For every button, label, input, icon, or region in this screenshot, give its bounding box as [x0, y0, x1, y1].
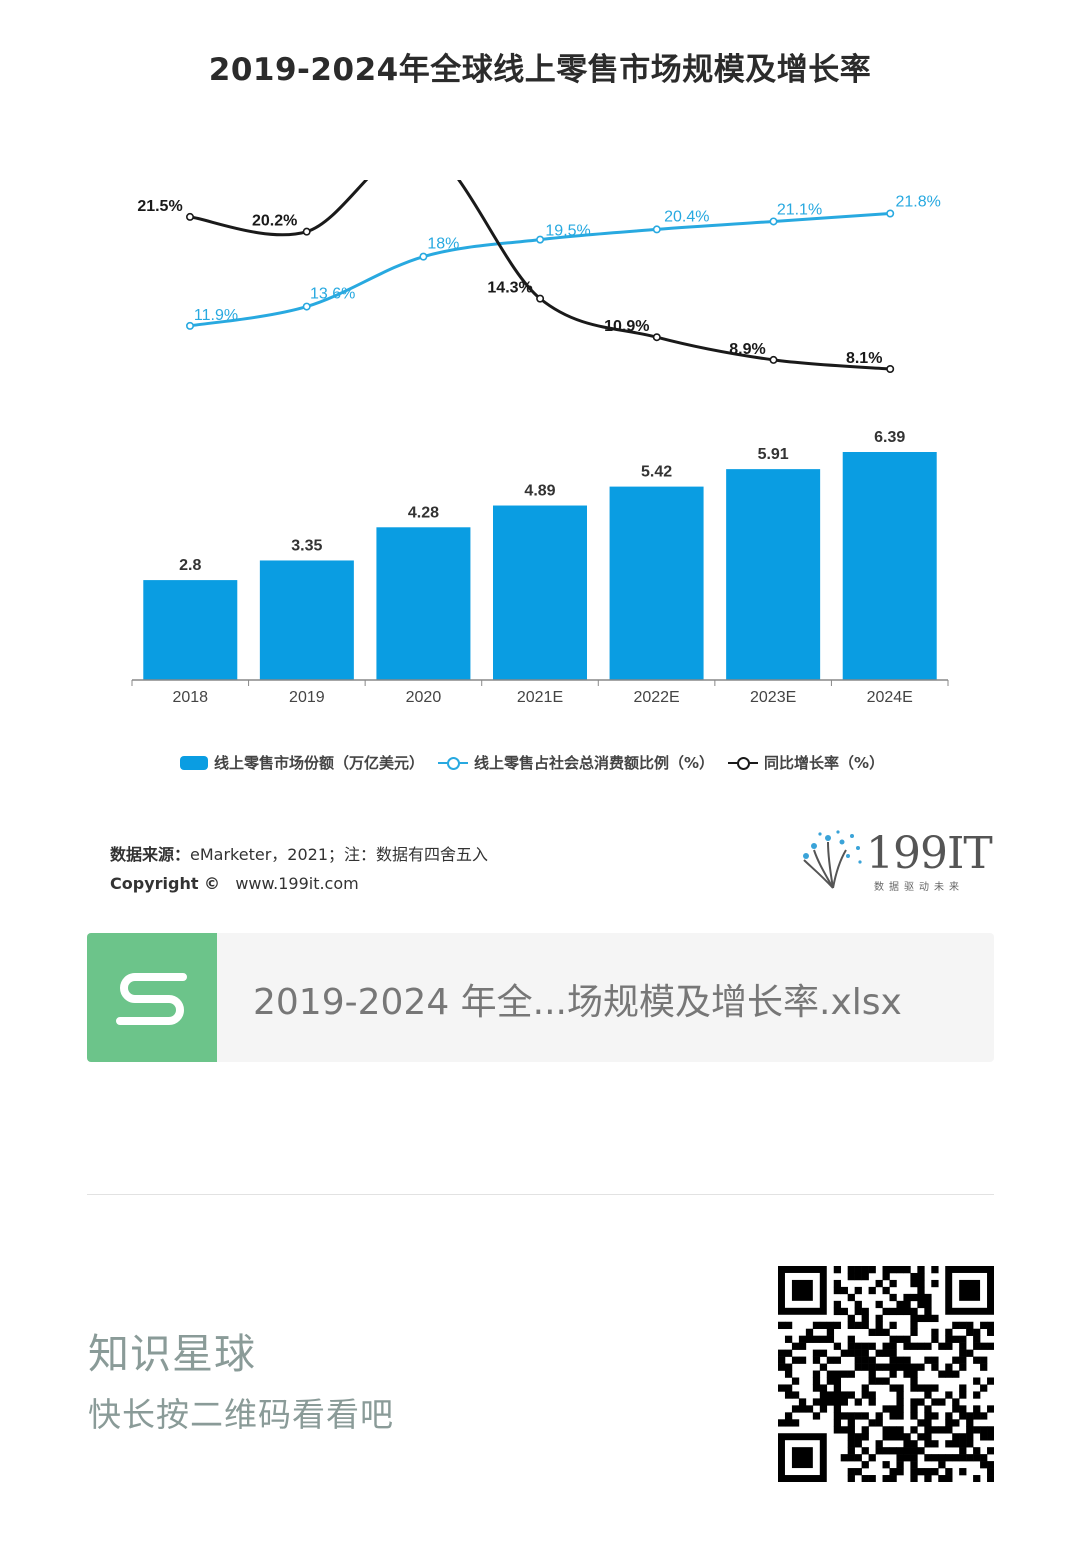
share-point-2021E	[536, 235, 545, 244]
logo-text: 199IT	[866, 828, 993, 879]
source-note: 数据来源：eMarketer，2021；注：数据有四舍五入 Copyright …	[110, 840, 488, 898]
bar-2020	[376, 527, 471, 680]
source-label: 数据来源：	[110, 845, 191, 864]
growth-point-2023E	[769, 355, 778, 364]
legend-label-bar: 线上零售市场份额（万亿美元）	[214, 754, 425, 772]
share-point-2023E	[769, 217, 778, 226]
share-label-2022E: 20.4%	[664, 208, 709, 225]
share-label-2018: 11.9%	[194, 307, 238, 324]
share-point-2022E	[652, 225, 661, 234]
growth-point-2022E	[652, 333, 661, 342]
planet-title: 知识星球	[88, 1330, 256, 1378]
bar-label-2021E: 4.89	[524, 483, 555, 500]
legend-line-share-icon	[438, 756, 469, 770]
legend: 线上零售市场份额（万亿美元） 线上零售占社会总消费额比例（%） 同比增长率（%）	[180, 752, 890, 773]
legend-item-share: 线上零售占社会总消费额比例（%）	[438, 752, 714, 773]
qr-code-icon[interactable]	[778, 1266, 994, 1482]
bar-2022E	[609, 486, 704, 680]
legend-label-growth: 同比增长率（%）	[764, 754, 885, 772]
logo-subtitle: 数据驱动未来	[874, 882, 964, 893]
chart-area: 2.8 3.35 4.28 4.89 5.42 5.91 6.39 11.9% 13.6% 18…	[131, 180, 949, 706]
share-label-2019: 13.6%	[310, 286, 355, 303]
x-tick-label-2022E: 2022E	[633, 689, 679, 706]
bar-label-2022E: 5.42	[641, 464, 672, 481]
x-tick-label-2019: 2019	[289, 689, 325, 706]
growth-label-2018: 21.5%	[137, 198, 182, 215]
source-url: www.199it.com	[235, 874, 359, 893]
copyright-label: Copyright ©	[110, 874, 221, 893]
dandelion-icon	[803, 830, 862, 889]
growth-point-2019	[302, 227, 311, 236]
share-line	[189, 212, 891, 328]
qr-hint: 快长按二维码看看吧	[88, 1395, 394, 1434]
growth-point-2021E	[536, 294, 545, 303]
share-point-2018	[186, 321, 195, 330]
source-text: eMarketer，2021；注：数据有四舍五入	[190, 845, 489, 864]
x-tick-label-2021E: 2021E	[517, 689, 563, 706]
bar-2023E	[726, 469, 821, 680]
divider	[87, 1194, 994, 1195]
growth-label-2021E: 14.3%	[487, 280, 532, 297]
growth-label-2024E: 8.1%	[846, 350, 882, 367]
bar-label-2020: 4.28	[408, 504, 439, 521]
x-tick-label-2024E: 2024E	[867, 689, 913, 706]
x-tick-label-2018: 2018	[172, 689, 208, 706]
bar-2019	[259, 560, 354, 680]
chart-title: 2019-2024年全球线上零售市场规模及增长率	[208, 52, 872, 88]
share-point-2024E	[886, 209, 895, 218]
file-name: 2019-2024 年全...场规模及增长率.xlsx	[253, 982, 902, 1023]
growth-label-2022E: 10.9%	[604, 318, 649, 335]
share-label-2021E: 19.5%	[545, 223, 590, 240]
brand-logo: 199IT 数据驱动未来	[800, 826, 993, 896]
share-label-2020: 18%	[427, 236, 459, 253]
growth-label-2019: 20.2%	[252, 213, 297, 230]
legend-item-bar: 线上零售市场份额（万亿美元）	[180, 752, 424, 773]
s-letter-icon	[87, 933, 217, 1062]
legend-swatch-bar	[180, 755, 208, 770]
share-label-2023E: 21.1%	[777, 201, 822, 218]
legend-label-share: 线上零售占社会总消费额比例（%）	[474, 754, 715, 772]
bar-label-2023E: 5.91	[758, 446, 789, 463]
bar-2018	[143, 580, 238, 680]
growth-label-2023E: 8.9%	[729, 341, 765, 358]
attachment-card[interactable]: 2019-2024 年全...场规模及增长率.xlsx	[87, 933, 994, 1062]
growth-point-2018	[186, 212, 195, 221]
share-point-2020	[419, 252, 428, 261]
bar-label-2018: 2.8	[179, 557, 201, 574]
legend-item-growth: 同比增长率（%）	[728, 752, 884, 773]
growth-point-2024E	[886, 365, 895, 374]
bar-label-2019: 3.35	[291, 537, 322, 554]
bar-2024E	[842, 452, 937, 680]
legend-line-growth-icon	[728, 756, 759, 770]
share-point-2019	[302, 302, 311, 311]
bar-label-2024E: 6.39	[874, 429, 905, 446]
x-tick-label-2023E: 2023E	[750, 689, 796, 706]
x-tick-label-2020: 2020	[406, 689, 442, 706]
bar-2021E	[493, 505, 587, 680]
share-label-2024E: 21.8%	[896, 194, 941, 211]
